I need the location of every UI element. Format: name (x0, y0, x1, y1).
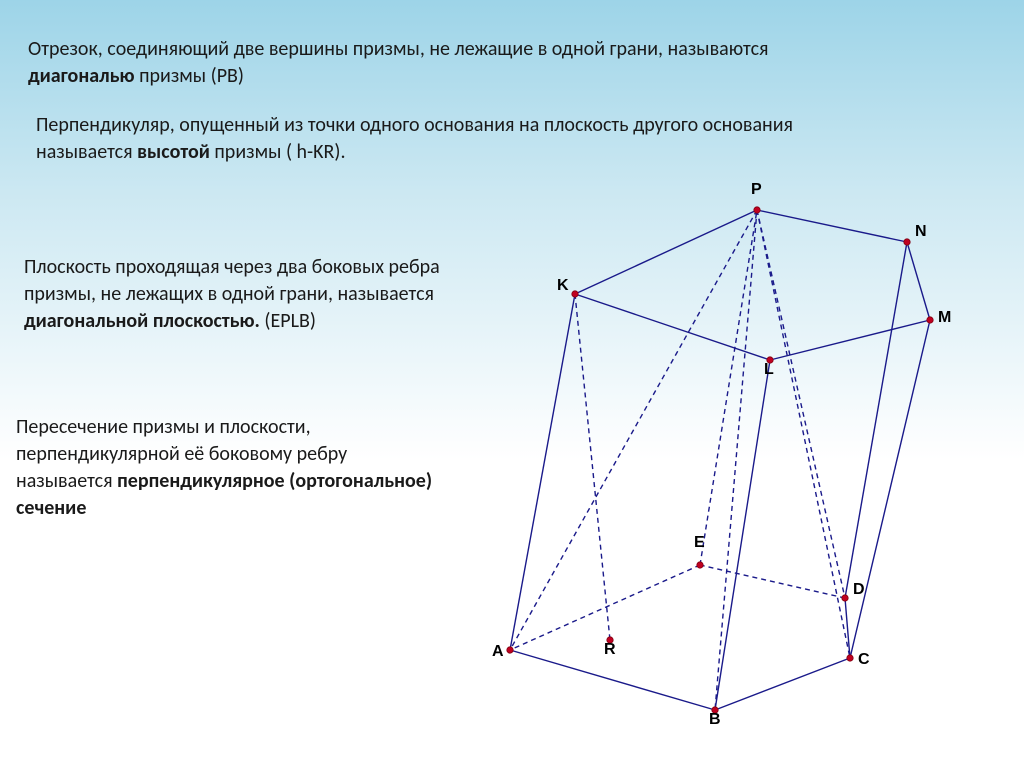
definition-diagonal-plane: Плоскость проходящая через два боковых р… (24, 254, 464, 335)
svg-text:P: P (751, 181, 762, 198)
svg-text:E: E (694, 534, 705, 551)
text-part: призмы (PB) (135, 64, 244, 88)
text-bold: диагональной плоскостью. (24, 309, 260, 333)
svg-text:L: L (764, 361, 774, 378)
text-part: призмы ( h-KR). (210, 140, 346, 164)
text-part: Плоскость проходящая через два боковых р… (24, 255, 440, 306)
svg-text:M: M (938, 309, 951, 326)
svg-text:C: C (858, 651, 870, 668)
text-part: Отрезок, соединяющий две вершины призмы,… (28, 37, 769, 61)
text-bold: диагональю (28, 64, 135, 88)
definition-diagonal: Отрезок, соединяющий две вершины призмы,… (28, 36, 808, 90)
prism-diagram: A B C D E K L M N P R (455, 180, 1015, 740)
svg-text:R: R (604, 641, 616, 658)
text-bold: высотой (137, 140, 210, 164)
svg-text:A: A (492, 643, 504, 660)
svg-text:D: D (853, 581, 865, 598)
svg-text:N: N (915, 223, 927, 240)
svg-text:K: K (557, 277, 569, 294)
prism-svg: A B C D E K L M N P R (455, 180, 1015, 740)
text-part: (EPLB) (260, 309, 316, 333)
svg-text:B: B (709, 711, 721, 728)
definition-orthogonal-section: Пересечение призмы и плоскости, перпенди… (16, 414, 436, 522)
definition-height: Перпендикуляр, опущенный из точки одного… (36, 112, 856, 166)
